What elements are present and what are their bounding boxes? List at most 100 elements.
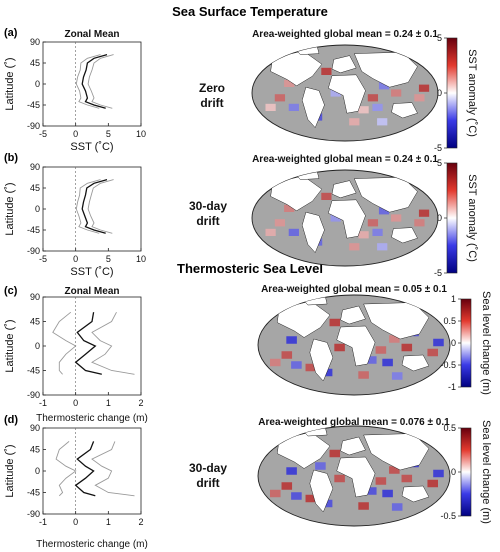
spread-profile-line	[87, 54, 114, 109]
land-mass	[301, 86, 325, 129]
x-tick-label: 0	[73, 254, 78, 264]
x-tick-label: -1	[39, 517, 47, 527]
land-mass	[340, 436, 366, 456]
anomaly-cell	[391, 89, 402, 97]
plot-frame	[42, 166, 142, 252]
land-mass	[309, 469, 334, 513]
anomaly-cell	[305, 363, 317, 372]
colorbar-tick-label: 0	[451, 338, 456, 348]
anomaly-cell	[329, 449, 341, 458]
anomaly-cell	[349, 118, 360, 126]
anomaly-cell	[382, 358, 393, 367]
anomaly-cell	[375, 346, 387, 354]
y-axis-label: Latitude (˚)	[4, 182, 16, 235]
anomaly-cell	[291, 361, 302, 369]
anomaly-cell	[321, 368, 333, 377]
x-tick-label: 2	[138, 398, 143, 408]
land-mass	[331, 55, 357, 74]
anomaly-cell	[358, 502, 369, 510]
spread-profile-line	[52, 311, 77, 375]
zonal-mean-panel-d: -1 0 1 2 90 45 0 -45 -90 Thermosteric change (m) L…	[4, 423, 148, 550]
mean-profile-line	[74, 441, 96, 497]
x-tick-label: -5	[39, 129, 47, 139]
x-tick-label: 0	[73, 129, 78, 139]
y-tick-label: -90	[27, 121, 40, 131]
y-tick-label: 0	[35, 466, 40, 476]
land-mass	[401, 354, 430, 372]
colorbar	[460, 298, 472, 388]
y-tick-label: -90	[27, 246, 40, 256]
map-caption: Area-weighted global mean = 0.24 ± 0.1	[252, 154, 438, 165]
anomaly-cell	[389, 335, 400, 343]
anomaly-cell	[286, 336, 297, 344]
colorbar-tick-label: 0	[437, 213, 442, 223]
anomaly-cell	[433, 338, 444, 347]
spread-profile-line	[75, 54, 101, 109]
anomaly-cell	[358, 231, 369, 239]
anomaly-cell	[305, 494, 317, 503]
colorbar	[446, 37, 458, 149]
y-tick-label: 0	[35, 204, 40, 214]
land-mass	[401, 485, 430, 503]
land-mass	[328, 74, 366, 114]
y-tick-label: 45	[30, 317, 40, 327]
anomaly-cell	[288, 228, 299, 236]
anomaly-cell	[418, 209, 430, 217]
spread-profile-line	[75, 179, 101, 234]
anomaly-cell	[382, 489, 393, 498]
colorbar-tick-label: -5	[434, 268, 442, 278]
land-mass	[391, 227, 418, 244]
panel-label-b: (b)	[4, 152, 18, 164]
anomaly-cell	[378, 207, 390, 215]
anomaly-cell	[427, 479, 438, 488]
y-tick-label: 90	[30, 162, 40, 172]
map-case-label: drift	[196, 476, 219, 490]
y-tick-label: -90	[27, 390, 40, 400]
zonal-mean-panel-b: -5 0 5 10 90 45 0 -45 -90 SST (˚C) Latitude (˚)	[4, 162, 146, 278]
anomaly-cell	[433, 469, 444, 478]
anomaly-cell	[274, 94, 286, 102]
map-case-label: Zero	[199, 81, 225, 95]
colorbar-label: SST anomaly (˚C)	[466, 174, 478, 262]
x-tick-label: 2	[138, 517, 143, 527]
map-content	[270, 426, 444, 513]
map-content	[265, 45, 430, 129]
anomaly-cell	[330, 214, 341, 222]
anomaly-cell	[377, 118, 388, 126]
anomaly-cell	[414, 219, 425, 227]
y-axis-label: Latitude (˚)	[4, 319, 16, 372]
colorbar-tick-label: -0.5	[440, 360, 456, 370]
y-tick-label: 0	[35, 79, 40, 89]
spread-profile-line	[55, 441, 77, 497]
anomaly-cell	[427, 348, 438, 357]
anomaly-cell	[414, 94, 425, 102]
anomaly-cell	[270, 489, 281, 498]
colorbar-tick-label: -0.5	[440, 511, 456, 521]
land-mass	[336, 325, 376, 367]
y-tick-label: 45	[30, 183, 40, 193]
plot-frame	[42, 296, 142, 396]
anomaly-cell	[281, 351, 293, 359]
anomaly-cell	[358, 371, 369, 379]
land-mass	[340, 305, 366, 325]
colorbar	[446, 162, 458, 274]
anomaly-cell	[391, 503, 403, 511]
panel-label-d: (d)	[4, 414, 18, 426]
zonal-mean-panel-a: -5 0 5 10 90 45 0 -45 -90 Zonal Mean SST (˚C) Latit…	[4, 29, 146, 153]
map-panel-c: Area-weighted global mean = 0.05 ± 0.1 1 0…	[257, 284, 492, 396]
y-tick-label: 45	[30, 58, 40, 68]
section-title-steric: Thermosteric Sea Level	[177, 261, 323, 276]
spread-profile-line	[91, 441, 135, 497]
colorbar-tick-label: 5	[437, 158, 442, 168]
anomaly-cell	[281, 482, 293, 490]
x-tick-label: -5	[39, 254, 47, 264]
profile-title: Zonal Mean	[64, 286, 119, 297]
map-caption: Area-weighted global mean = 0.05 ± 0.1	[261, 284, 447, 295]
anomaly-cell	[375, 477, 387, 485]
y-axis-label: Latitude (˚)	[4, 444, 16, 497]
x-axis-label: SST (˚C)	[70, 266, 113, 278]
y-axis-label: Latitude (˚)	[4, 57, 16, 110]
panel-label-a: (a)	[4, 27, 18, 39]
map-case-label: drift	[200, 96, 223, 110]
